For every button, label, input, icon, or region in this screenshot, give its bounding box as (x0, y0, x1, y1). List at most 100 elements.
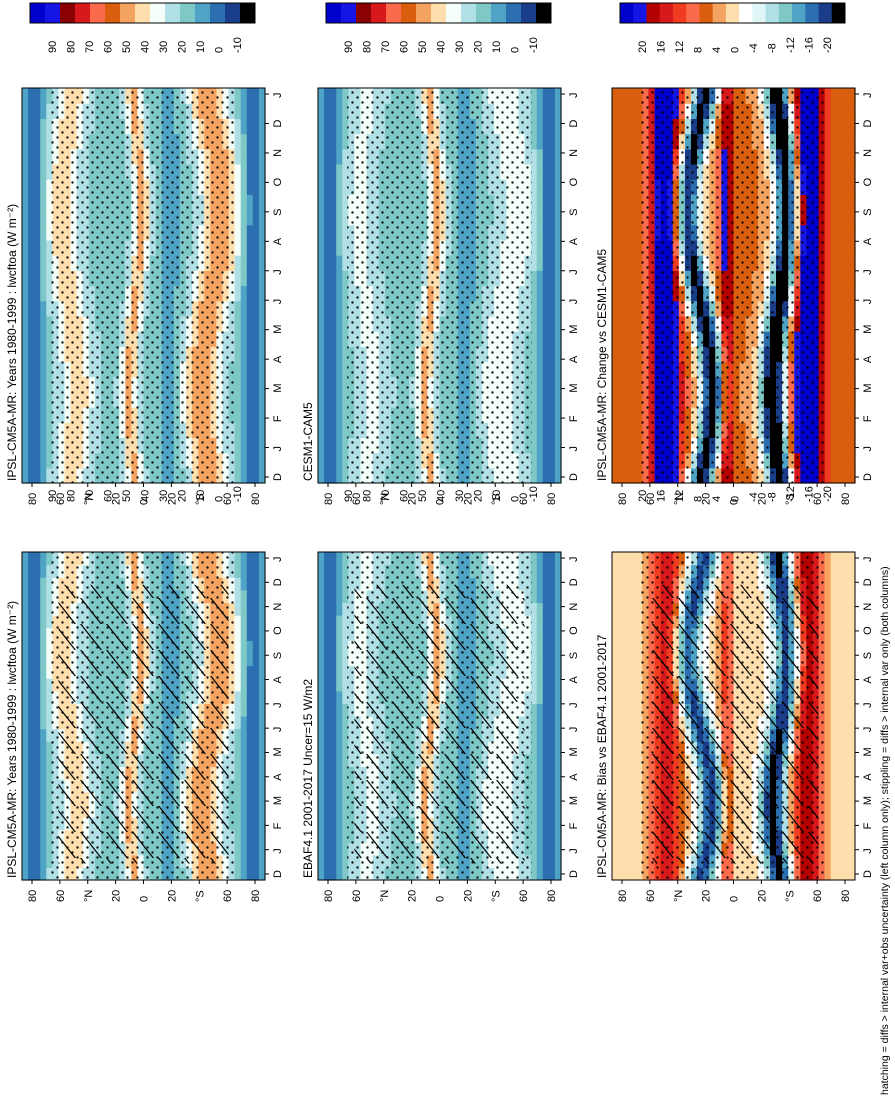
heatmap-cell (258, 452, 266, 469)
heatmap-cell (624, 640, 631, 654)
heatmap-cell (612, 829, 619, 843)
heatmap-cell (324, 376, 331, 393)
heatmap-cell (630, 589, 637, 604)
heatmap-cell (240, 753, 248, 768)
colorbar-level-label: 30 (158, 490, 170, 502)
month-tick-label: J (568, 299, 580, 305)
heatmap-cell (318, 467, 325, 484)
heatmap-cell (46, 346, 53, 363)
heatmap-cell (246, 627, 254, 641)
heatmap-cell (530, 816, 538, 831)
heatmap-cell (258, 804, 266, 818)
heatmap-cell (530, 716, 538, 730)
heatmap-cell (240, 163, 248, 180)
heatmap-cell (542, 716, 550, 730)
heatmap-cell (252, 703, 260, 717)
heatmap-cell (330, 255, 337, 271)
heatmap-cell (34, 779, 41, 793)
heatmap-cell (336, 315, 343, 332)
heatmap-cell (536, 88, 544, 104)
heatmap-cell (240, 627, 248, 641)
heatmap-cell (330, 270, 337, 287)
heatmap-cell (336, 829, 343, 843)
heatmap-cell (530, 224, 538, 241)
heatmap-cell (624, 867, 631, 881)
heatmap-cell (548, 148, 556, 165)
heatmap-cell (22, 452, 29, 469)
heatmap-cell (530, 163, 538, 180)
hatching-overlay (354, 584, 525, 864)
lat-tick-label: °N (379, 890, 391, 902)
heatmap-cell (548, 103, 556, 119)
heatmap-cell (246, 842, 254, 856)
heatmap-cell (40, 148, 47, 165)
heatmap-cell (542, 148, 550, 165)
colorbar-level-label: 0 (214, 496, 226, 502)
heatmap-cell (530, 791, 538, 805)
month-tick-label: S (568, 652, 580, 659)
heatmap-cell (530, 300, 538, 317)
heatmap-cell (554, 804, 562, 818)
heatmap-cell (34, 452, 41, 469)
heatmap-cell (46, 270, 53, 287)
heatmap-cell (40, 627, 47, 641)
heatmap-cell (46, 842, 53, 856)
heatmap-cell (40, 766, 47, 780)
stippling-overlay (51, 88, 236, 483)
heatmap-cell (40, 437, 47, 454)
heatmap-cell (234, 300, 242, 317)
heatmap-cell (234, 270, 242, 287)
heatmap-cell (22, 133, 29, 150)
heatmap-cell (542, 467, 550, 484)
heatmap-cell (46, 239, 53, 256)
heatmap-cell (258, 361, 266, 378)
heatmap-cell (548, 452, 556, 469)
heatmap-cell (258, 88, 266, 104)
heatmap-cell (330, 690, 337, 704)
heatmap-cell (22, 728, 29, 742)
heatmap-cell (22, 239, 29, 256)
heatmap-cell (542, 804, 550, 818)
heatmap-cell (46, 118, 53, 135)
lat-tick-label: °S (194, 493, 206, 505)
month-tick-label: J (568, 93, 580, 99)
heatmap-cell (46, 133, 53, 150)
heatmap-cell (542, 779, 550, 793)
heatmap-cell (234, 791, 242, 805)
heatmap-cell (612, 652, 619, 667)
heatmap-cell (530, 179, 538, 195)
heatmap-cell (318, 270, 325, 287)
heatmap-cell (258, 148, 266, 165)
lat-tick-label: 20 (111, 890, 123, 902)
heatmap-cell (318, 88, 325, 104)
heatmap-cell (22, 179, 29, 195)
heatmap-cell (40, 467, 47, 484)
heatmap-cell (630, 602, 637, 616)
heatmap-cell (318, 741, 325, 755)
heatmap-cell (258, 194, 266, 211)
heatmap-cell (342, 255, 349, 271)
heatmap-cell (336, 602, 343, 616)
heatmap-cell (536, 854, 544, 868)
heatmap-cell (46, 665, 53, 679)
heatmap-cell (636, 791, 643, 805)
heatmap-cell (548, 741, 556, 755)
heatmap-cell (336, 376, 343, 393)
month-tick-label: J (272, 93, 284, 99)
heatmap-cell (234, 665, 242, 679)
heatmap-cell (542, 179, 550, 195)
heatmap-cell (34, 194, 41, 211)
heatmap-cell (542, 270, 550, 287)
heatmap-cell (22, 779, 29, 793)
heatmap-cell (336, 804, 343, 818)
lat-tick-label: 60 (518, 493, 530, 505)
heatmap-cell (28, 766, 35, 780)
heatmap-cell (330, 437, 337, 454)
lat-tick-label: 60 (222, 493, 234, 505)
heatmap-cell (324, 407, 331, 423)
heatmap-cell (258, 331, 266, 347)
heatmap-cell (28, 270, 35, 287)
heatmap-cell (22, 602, 29, 616)
heatmap-cell (548, 665, 556, 679)
heatmap-cell (40, 640, 47, 654)
